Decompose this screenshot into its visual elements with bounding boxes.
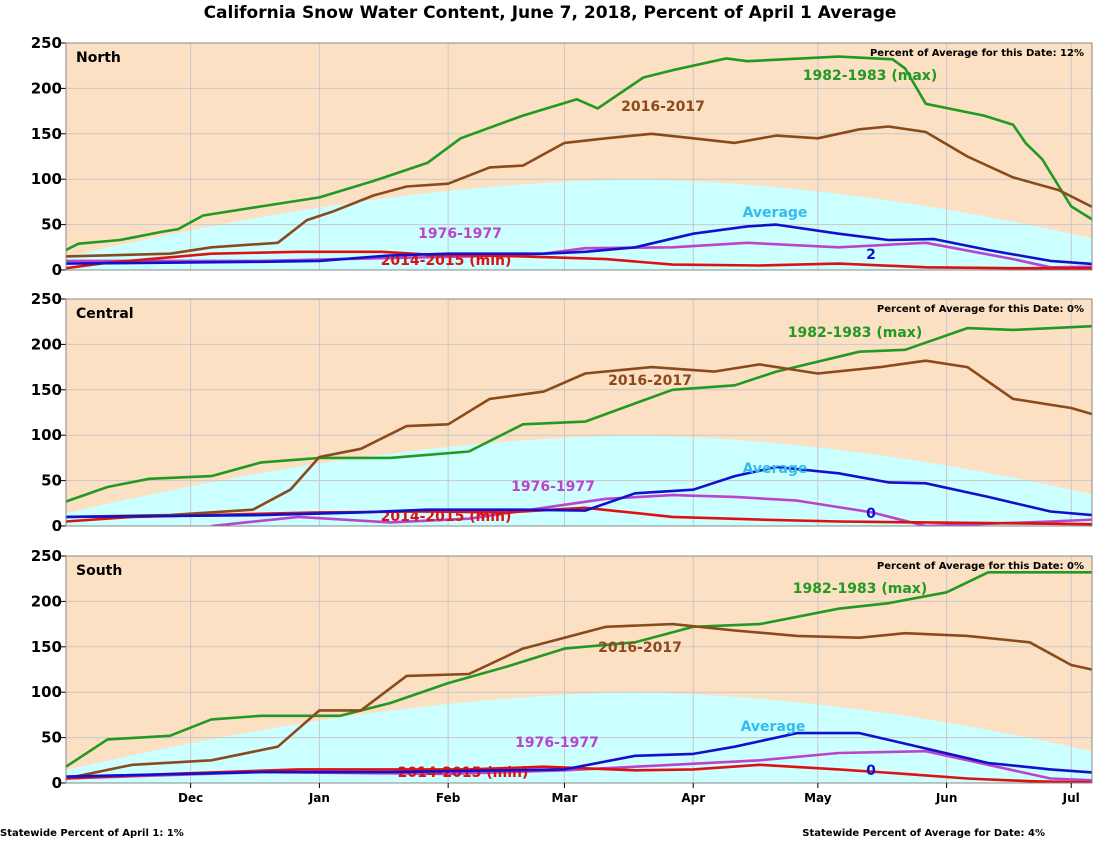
chart-title: California Snow Water Content, June 7, 2… [204, 3, 897, 23]
series-label-1976-1977: 1976-1977 [515, 735, 599, 751]
x-tick-label: Jan [308, 791, 330, 805]
average-label: Average [741, 719, 806, 735]
y-tick-label: 150 [31, 381, 62, 399]
y-tick-label: 50 [41, 729, 62, 747]
x-tick-label: Jun [935, 791, 958, 805]
y-tick-label: 0 [52, 261, 62, 279]
y-tick-label: 200 [31, 79, 62, 97]
panel-frame [65, 42, 1093, 271]
current-value-label: 0 [866, 506, 876, 522]
x-tick-label: Dec [178, 791, 203, 805]
y-tick-label: 100 [31, 426, 62, 444]
x-tick-label: Mar [551, 791, 577, 805]
panel-north: 0 50 100 150 200 250 1982-1983 (max) 2016-2017 1… [31, 34, 1093, 279]
average-label: Average [743, 205, 808, 221]
series-line-2017-2018 [66, 223, 1092, 266]
series-line-2014-2015-min- [66, 763, 1092, 783]
panel-frame [65, 555, 1093, 784]
y-tick-label: 100 [31, 170, 62, 188]
panel-region-label: North [76, 50, 121, 66]
x-tick-label: Jul [1062, 791, 1080, 805]
current-value-label: 0 [866, 763, 876, 779]
y-tick-label: 250 [31, 290, 62, 308]
series-line-1976-1977 [66, 749, 1092, 782]
series-line-1982-1983-max- [66, 570, 1092, 768]
y-tick-label: 50 [41, 472, 62, 490]
panel-percent-note: Percent of Average for this Date: 0% [877, 561, 1084, 572]
x-tick-label: May [804, 791, 832, 805]
series-label-2016-2017: 2016-2017 [608, 373, 692, 389]
series-label-1976-1977: 1976-1977 [418, 226, 502, 242]
x-tick-label: Feb [436, 791, 461, 805]
panel-percent-note: Percent of Average for this Date: 12% [870, 48, 1084, 59]
y-tick-label: 250 [31, 547, 62, 565]
series-line-2017-2018 [66, 731, 1092, 778]
x-tick-label: Apr [681, 791, 705, 805]
y-tick-label: 200 [31, 592, 62, 610]
series-label-1982-1983-max-: 1982-1983 (max) [788, 325, 922, 341]
y-tick-label: 100 [31, 683, 62, 701]
series-line-2017-2018 [66, 465, 1092, 519]
panel-central: 0 50 100 150 200 250 1982-1983 (max) 2016-2017 1… [31, 290, 1093, 535]
panel-percent-note: Percent of Average for this Date: 0% [877, 304, 1084, 315]
series-line-1982-1983-max- [66, 55, 1092, 252]
panel-south: 0 50 100 150 200 250 1982-1983 (max) 2016-2017 1… [31, 547, 1093, 792]
y-tick-label: 150 [31, 125, 62, 143]
series-label-2014-2015-min-: 2014-2015 (min) [398, 765, 529, 781]
panel-region-label: South [76, 563, 122, 579]
series-line-2016-2017 [66, 125, 1092, 258]
series-label-2014-2015-min-: 2014-2015 (min) [381, 509, 512, 525]
y-tick-label: 0 [52, 774, 62, 792]
footer-statewide-april1: Statewide Percent of April 1: 1% [0, 828, 184, 839]
series-line-2016-2017 [66, 359, 1092, 519]
y-tick-label: 200 [31, 335, 62, 353]
series-label-2016-2017: 2016-2017 [621, 99, 705, 115]
series-label-2014-2015-min-: 2014-2015 (min) [381, 253, 512, 269]
panel-frame [65, 298, 1093, 527]
average-label: Average [743, 461, 808, 477]
y-tick-label: 250 [31, 34, 62, 52]
y-tick-label: 50 [41, 216, 62, 234]
series-label-1976-1977: 1976-1977 [511, 479, 595, 495]
series-line-2014-2015-min- [66, 250, 1092, 270]
series-label-2016-2017: 2016-2017 [598, 640, 682, 656]
y-tick-label: 0 [52, 517, 62, 535]
series-line-1982-1983-max- [66, 324, 1092, 503]
y-tick-label: 150 [31, 638, 62, 656]
panel-region-label: Central [76, 306, 134, 322]
series-line-2016-2017 [66, 622, 1092, 780]
footer-statewide-average-for-date: Statewide Percent of Average for Date: 4… [802, 828, 1045, 839]
series-label-1982-1983-max-: 1982-1983 (max) [803, 68, 937, 84]
series-label-1982-1983-max-: 1982-1983 (max) [793, 581, 927, 597]
current-value-label: 2 [866, 247, 876, 263]
